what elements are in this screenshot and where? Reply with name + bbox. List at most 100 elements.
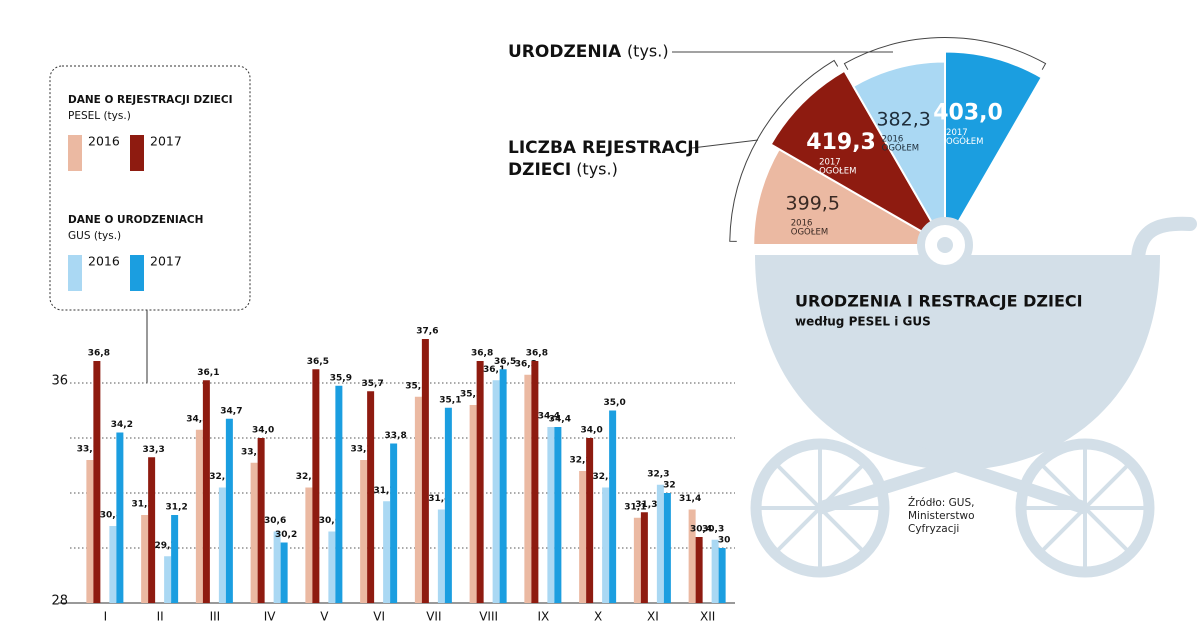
value-label: 31,2	[166, 503, 188, 513]
legend-group-title: DANE O REJESTRACJI DZIECI	[68, 94, 233, 106]
value-label: 36,1	[483, 365, 505, 375]
bar	[257, 438, 265, 603]
value-label: 34,0	[581, 426, 603, 436]
value-label: 29,7	[155, 541, 177, 551]
value-label: 35,0	[604, 398, 626, 408]
value-label: 32,2	[296, 472, 318, 482]
value-label: 34,4	[538, 412, 560, 422]
bar	[305, 487, 313, 603]
value-label: 35,7	[362, 379, 384, 389]
x-tick-label: IX	[537, 610, 549, 624]
wedge-year: 2017	[946, 128, 968, 138]
value-label: 31,4	[679, 494, 701, 504]
bar	[602, 487, 610, 603]
legend-group-subtitle: GUS (tys.)	[68, 230, 121, 242]
bar	[695, 537, 703, 603]
value-label: 36,8	[526, 349, 548, 359]
rose-wedge	[944, 50, 1044, 249]
legend-label: 2016	[88, 134, 120, 149]
bar	[335, 385, 343, 603]
x-tick-label: VI	[373, 610, 385, 624]
legend-swatch	[68, 255, 82, 291]
value-label: 30,4	[690, 525, 712, 535]
bar	[383, 501, 391, 603]
value-label: 35,9	[330, 373, 352, 383]
value-label: 30,8	[100, 511, 122, 521]
bar	[444, 407, 452, 603]
bar	[390, 443, 398, 603]
legend-label: 2017	[150, 134, 182, 149]
annotation: LICZBA REJESTRACJI	[508, 138, 700, 158]
value-label: 32,3	[647, 469, 669, 479]
bar	[524, 374, 532, 603]
annotation-unit: (tys.)	[576, 160, 618, 179]
value-label: 31,3	[635, 500, 657, 510]
bar	[476, 361, 484, 603]
bar	[171, 515, 179, 603]
bar	[531, 361, 539, 603]
x-tick-label: III	[210, 610, 221, 624]
chart-title: URODZENIA I RESTRACJE DZIECI	[795, 292, 1083, 311]
bar	[225, 418, 233, 603]
legend-swatch	[130, 255, 144, 291]
value-label: 30,3	[702, 524, 724, 534]
x-tick-label: V	[320, 610, 329, 624]
annotation: URODZENIA	[508, 42, 622, 62]
chart-subtitle: według PESEL i GUS	[795, 315, 931, 329]
annotation-unit: (tys.)	[627, 42, 669, 61]
legend-swatch	[130, 135, 144, 171]
value-label: 33,8	[385, 431, 407, 441]
bar	[195, 429, 203, 603]
x-tick-label: IV	[264, 610, 277, 624]
bar	[218, 487, 226, 603]
value-label: 36,1	[197, 368, 219, 378]
value-label: 35,1	[439, 395, 461, 405]
value-label: 33,1	[241, 447, 263, 457]
bar	[109, 526, 117, 603]
bar	[280, 542, 288, 603]
value-label: 32,2	[209, 472, 231, 482]
bar	[609, 410, 617, 603]
rose-wedge	[769, 69, 948, 248]
wedge-year: 2017	[819, 158, 841, 168]
bar	[499, 369, 507, 603]
value-label: 30,2	[275, 530, 297, 540]
value-label: 32,8	[570, 456, 592, 466]
group-bracket	[843, 37, 1047, 70]
value-label: 31,1	[624, 502, 646, 512]
value-label: 32,2	[593, 472, 615, 482]
wedge-note: OGÓŁEM	[819, 165, 856, 177]
value-label: 34,2	[111, 420, 133, 430]
value-label: 37,6	[416, 327, 438, 337]
bar	[711, 539, 719, 603]
x-tick-label: X	[594, 610, 602, 624]
bar	[586, 438, 594, 603]
value-label: 31,7	[374, 486, 396, 496]
x-tick-label: I	[104, 610, 108, 624]
bar	[718, 548, 726, 603]
value-label: 34,7	[220, 406, 242, 416]
value-label: 30	[718, 536, 731, 546]
x-tick-label: XII	[700, 610, 715, 624]
wedge-value: 399,5	[786, 193, 840, 215]
x-tick-label: VIII	[479, 610, 498, 624]
bar	[202, 380, 210, 603]
bar	[640, 512, 648, 603]
value-label: 32	[663, 481, 676, 491]
bar	[437, 509, 445, 603]
bar	[579, 471, 587, 603]
value-label: 34,4	[549, 415, 571, 425]
bar	[312, 369, 320, 603]
bar	[328, 531, 336, 603]
value-label: 36,8	[471, 349, 493, 359]
value-label: 33,2	[351, 445, 373, 455]
group-bracket	[729, 59, 839, 242]
value-label: 35,2	[460, 390, 482, 400]
value-label: 35,5	[405, 381, 427, 391]
value-label: 34,3	[186, 414, 208, 424]
legend-label: 2017	[150, 254, 182, 269]
y-tick-label: 28	[51, 594, 68, 609]
bar	[547, 427, 555, 603]
y-tick-label: 36	[51, 374, 68, 389]
